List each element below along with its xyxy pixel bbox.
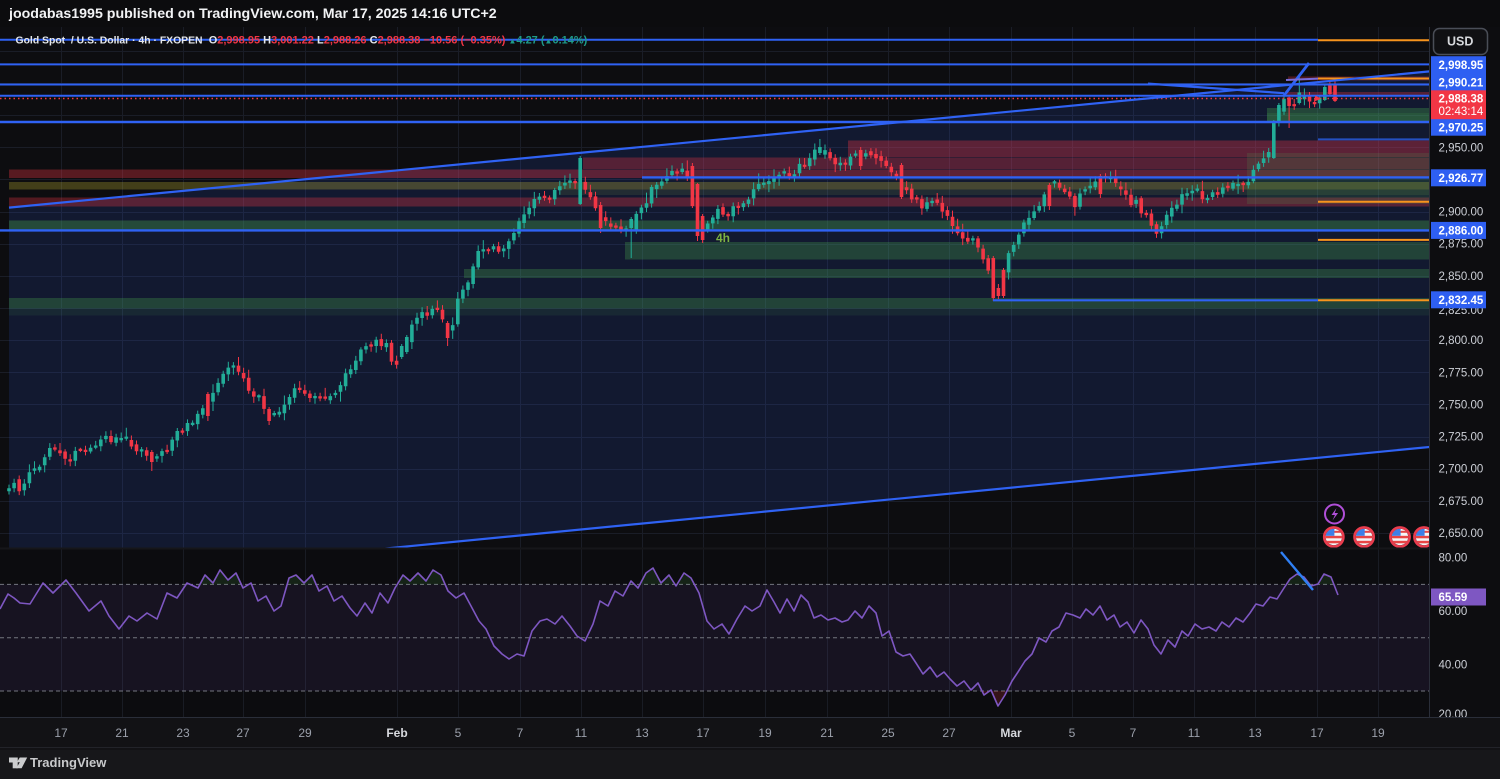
svg-text:TradingView: TradingView bbox=[30, 755, 107, 770]
svg-text:2,650.00: 2,650.00 bbox=[1439, 528, 1484, 540]
svg-text:USD: USD bbox=[1447, 35, 1473, 49]
svg-text:Feb: Feb bbox=[386, 726, 407, 740]
svg-text:40.00: 40.00 bbox=[1439, 659, 1468, 671]
svg-text:7: 7 bbox=[1130, 726, 1137, 740]
svg-text:2,950.00: 2,950.00 bbox=[1439, 142, 1484, 154]
svg-text:Mar: Mar bbox=[1000, 726, 1022, 740]
svg-text:29: 29 bbox=[298, 726, 312, 740]
svg-text:2,775.00: 2,775.00 bbox=[1439, 367, 1484, 379]
svg-text:27: 27 bbox=[236, 726, 250, 740]
svg-text:17: 17 bbox=[54, 726, 68, 740]
svg-text:Gold Spot / U.S. Dollar · 4h: Gold Spot / U.S. Dollar · 4h · FXOPEN bbox=[16, 35, 203, 46]
svg-text:7: 7 bbox=[517, 726, 524, 740]
svg-text:2,875.00: 2,875.00 bbox=[1439, 239, 1484, 251]
svg-text:19: 19 bbox=[758, 726, 772, 740]
svg-text:2,990.21: 2,990.21 bbox=[1439, 77, 1484, 89]
svg-text:19: 19 bbox=[1371, 726, 1385, 740]
svg-text:11: 11 bbox=[1188, 726, 1201, 740]
svg-text:2,970.25: 2,970.25 bbox=[1439, 123, 1484, 135]
svg-text:13: 13 bbox=[1248, 726, 1262, 740]
svg-text:17: 17 bbox=[696, 726, 710, 740]
svg-text:21: 21 bbox=[820, 726, 834, 740]
svg-text:21: 21 bbox=[115, 726, 129, 740]
svg-text:60.00: 60.00 bbox=[1439, 606, 1468, 618]
svg-text:2,750.00: 2,750.00 bbox=[1439, 399, 1484, 411]
svg-text:80.00: 80.00 bbox=[1439, 553, 1468, 565]
svg-text:2,850.00: 2,850.00 bbox=[1439, 271, 1484, 283]
svg-text:27: 27 bbox=[942, 726, 956, 740]
svg-text:11: 11 bbox=[575, 726, 588, 740]
svg-text:joodabas1995 published on Trad: joodabas1995 published on TradingView.co… bbox=[8, 6, 497, 22]
svg-text:17: 17 bbox=[1310, 726, 1324, 740]
svg-text:2,725.00: 2,725.00 bbox=[1439, 432, 1484, 444]
svg-text:2,998.95: 2,998.95 bbox=[1439, 60, 1484, 72]
svg-text:2,800.00: 2,800.00 bbox=[1439, 335, 1484, 347]
svg-text:23: 23 bbox=[176, 726, 190, 740]
svg-text:2,926.77: 2,926.77 bbox=[1439, 173, 1484, 185]
svg-text:13: 13 bbox=[635, 726, 649, 740]
svg-text:25: 25 bbox=[881, 726, 895, 740]
svg-text:4h: 4h bbox=[716, 231, 730, 245]
svg-text:2,900.00: 2,900.00 bbox=[1439, 207, 1484, 219]
svg-text:02:43:14: 02:43:14 bbox=[1439, 106, 1484, 118]
svg-text:2,832.45: 2,832.45 bbox=[1439, 295, 1484, 307]
svg-text:2,886.00: 2,886.00 bbox=[1439, 225, 1484, 237]
svg-text:65.59: 65.59 bbox=[1439, 592, 1468, 604]
svg-text:2,700.00: 2,700.00 bbox=[1439, 464, 1484, 476]
svg-text:5: 5 bbox=[1069, 726, 1076, 740]
svg-text:2,988.38: 2,988.38 bbox=[1439, 94, 1484, 106]
svg-text:5: 5 bbox=[455, 726, 462, 740]
svg-text:2,675.00: 2,675.00 bbox=[1439, 496, 1484, 508]
svg-text:O2,998.95 H3,001.22 L2,988.26: O2,998.95 H3,001.22 L2,988.26 C2,988.38 … bbox=[209, 34, 588, 46]
